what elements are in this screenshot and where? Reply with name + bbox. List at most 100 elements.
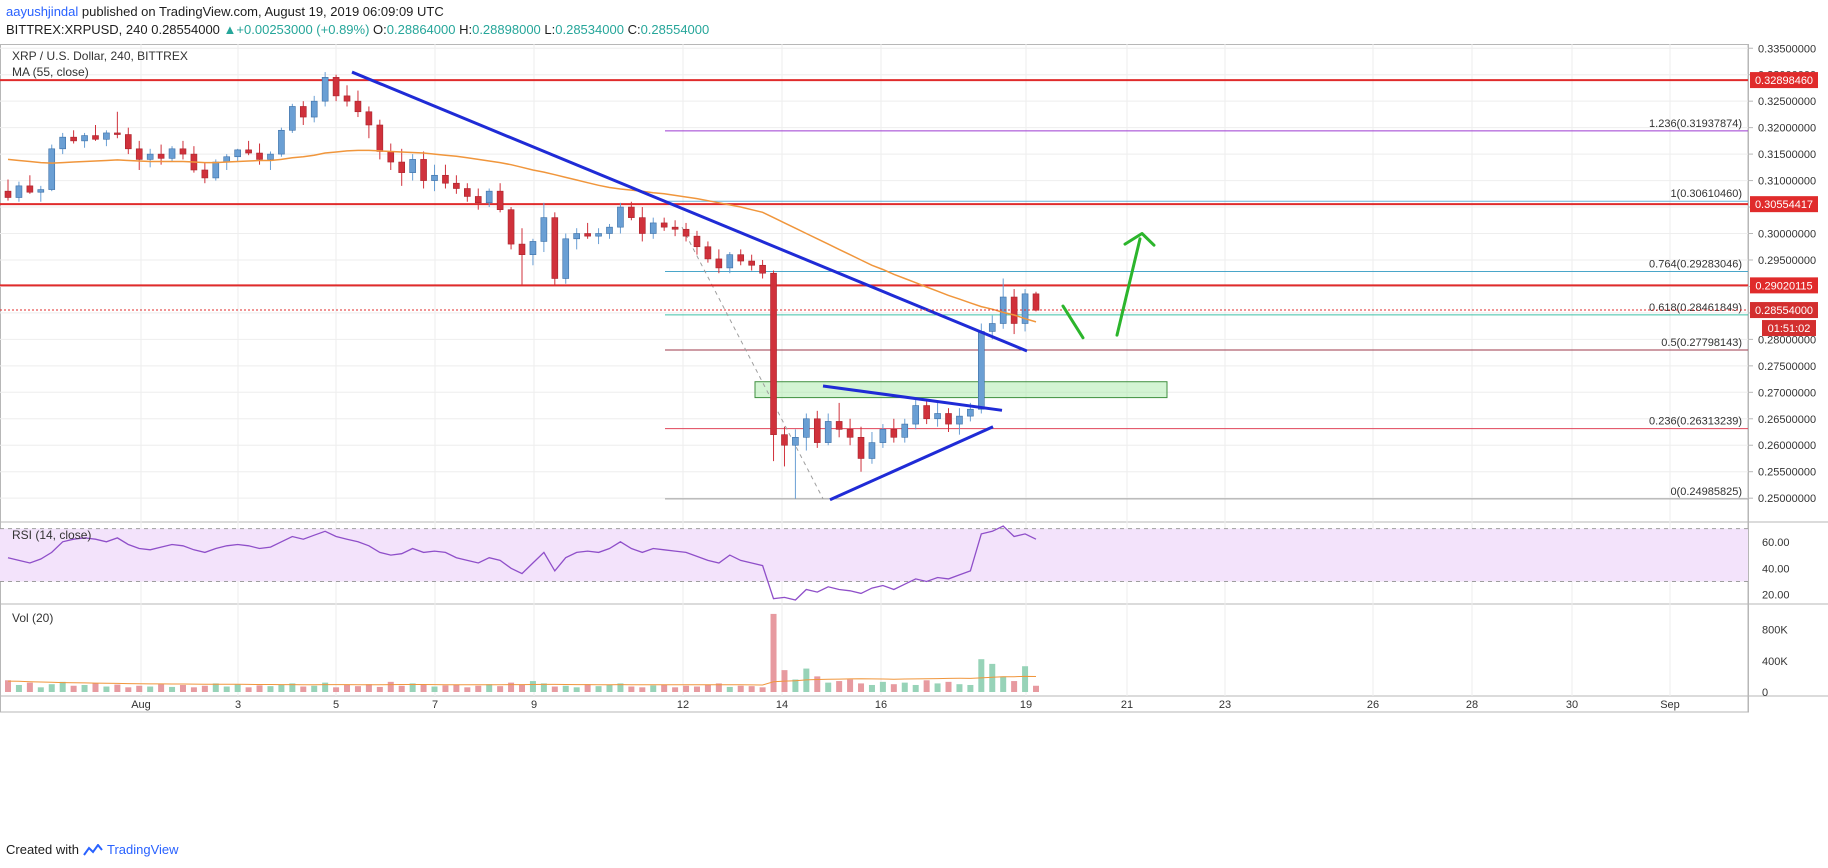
volume-bar [934, 683, 941, 692]
volume-bar [234, 684, 241, 692]
volume-bar [715, 683, 722, 692]
candle-body [868, 442, 876, 459]
volume-bar [759, 687, 766, 692]
candle-body [420, 159, 427, 181]
x-tick-label: 21 [1121, 699, 1133, 711]
x-tick-label: 26 [1367, 699, 1379, 711]
open-label: O: [373, 22, 387, 37]
countdown-badge [1762, 320, 1816, 337]
candle-body [387, 151, 395, 163]
candle-body [792, 437, 799, 446]
candle-body [945, 413, 952, 425]
resistance-price-badge [1750, 72, 1818, 89]
volume-bar [464, 687, 471, 692]
symbol-line: BITTREX:XRPUSD, 240 0.28554000 ▲+0.00253… [6, 22, 709, 37]
fib-level-label: 0(0.24985825) [1670, 486, 1742, 498]
y-tick-label: 0.31500000 [1758, 149, 1816, 161]
candle-body [299, 106, 307, 118]
candle-body [234, 149, 241, 158]
volume-bar [967, 684, 974, 692]
candle-body [464, 188, 471, 197]
rsi-tick-label: 20.00 [1762, 590, 1790, 602]
ma-indicator-label: MA (55, close) [12, 65, 89, 79]
publisher-name[interactable]: aayushjindal [6, 4, 79, 19]
volume-bar [245, 687, 252, 692]
candle-body [245, 149, 252, 154]
volume-bar [726, 686, 733, 692]
candle-body [518, 243, 526, 255]
created-with-text: Created with [6, 842, 79, 857]
candle-body [256, 152, 263, 160]
volume-bar [1000, 676, 1007, 692]
x-tick-label: 5 [333, 699, 339, 711]
volume-bar [431, 686, 438, 692]
low-label: L: [544, 22, 556, 37]
volume-bar [792, 679, 799, 692]
resistance-price-label: 0.30554417 [1755, 199, 1813, 211]
volume-bar [868, 684, 875, 692]
candle-body [649, 222, 657, 234]
volume-bar [147, 686, 154, 692]
volume-bar [639, 687, 646, 692]
candle-body [343, 95, 351, 102]
candle-body [48, 148, 56, 190]
candle-body [92, 135, 99, 140]
candle-body [442, 174, 449, 184]
tradingview-link[interactable]: TradingView [106, 842, 179, 857]
candle-body [278, 129, 285, 155]
candle-body [562, 238, 570, 279]
candle-body [617, 206, 624, 228]
volume-bar [114, 684, 121, 692]
y-tick-label: 0.30000000 [1758, 229, 1816, 241]
candle-body [179, 148, 187, 155]
volume-bar [879, 681, 886, 692]
volume-bar [398, 685, 405, 692]
triangle-lower-line [829, 425, 994, 502]
volume-bar [836, 681, 843, 692]
y-tick-label: 0.27000000 [1758, 387, 1816, 399]
volume-bar [770, 613, 777, 692]
candle-body [737, 254, 745, 262]
volume-bar [573, 687, 580, 692]
candle-body [332, 77, 340, 97]
volume-bar [212, 683, 219, 692]
candle-body [846, 429, 854, 438]
chart-canvas[interactable]: 0.335000000.330000000.325000000.32000000… [0, 44, 1828, 830]
last-price-label: 0.28554000 [1755, 305, 1813, 317]
candle-body [114, 132, 121, 135]
support-zone [754, 381, 1168, 399]
resistance-price-label: 0.29020115 [1755, 280, 1812, 292]
volume-bar [628, 686, 635, 692]
footer: Created with TradingView [6, 842, 179, 857]
tradingview-logo-icon [83, 843, 103, 856]
x-tick-label: 12 [677, 699, 689, 711]
volume-bar [179, 684, 186, 692]
y-tick-label: 0.31000000 [1758, 176, 1816, 188]
candle-body [857, 437, 865, 459]
high-value: 0.28898000 [472, 22, 541, 37]
candle-body [781, 434, 788, 446]
x-tick-label: Aug [131, 699, 151, 711]
candle-body [485, 190, 493, 204]
volume-bar [169, 686, 176, 692]
volume-bar [661, 684, 668, 692]
volume-bar [825, 682, 832, 692]
candle-body [573, 233, 580, 240]
candle-body [967, 408, 974, 417]
ma-55-line [7, 149, 1037, 323]
volume-bar [858, 683, 865, 692]
candle-body [693, 235, 701, 248]
volume-bar [70, 685, 77, 692]
candle-body [431, 174, 438, 181]
volume-bar [650, 685, 657, 692]
open-value: 0.28864000 [386, 22, 456, 37]
volume-tick-label: 400K [1762, 656, 1788, 668]
volume-bar [300, 686, 307, 692]
volume-bar [442, 685, 449, 692]
volume-bar [409, 683, 416, 692]
fib-level-label: 0.5(0.27798143) [1661, 337, 1742, 349]
fib-level-label: 1(0.30610460) [1670, 188, 1742, 200]
volume-bar [617, 683, 624, 692]
candle-body [529, 241, 537, 255]
chart-title: XRP / U.S. Dollar, 240, BITTREX [12, 49, 188, 63]
